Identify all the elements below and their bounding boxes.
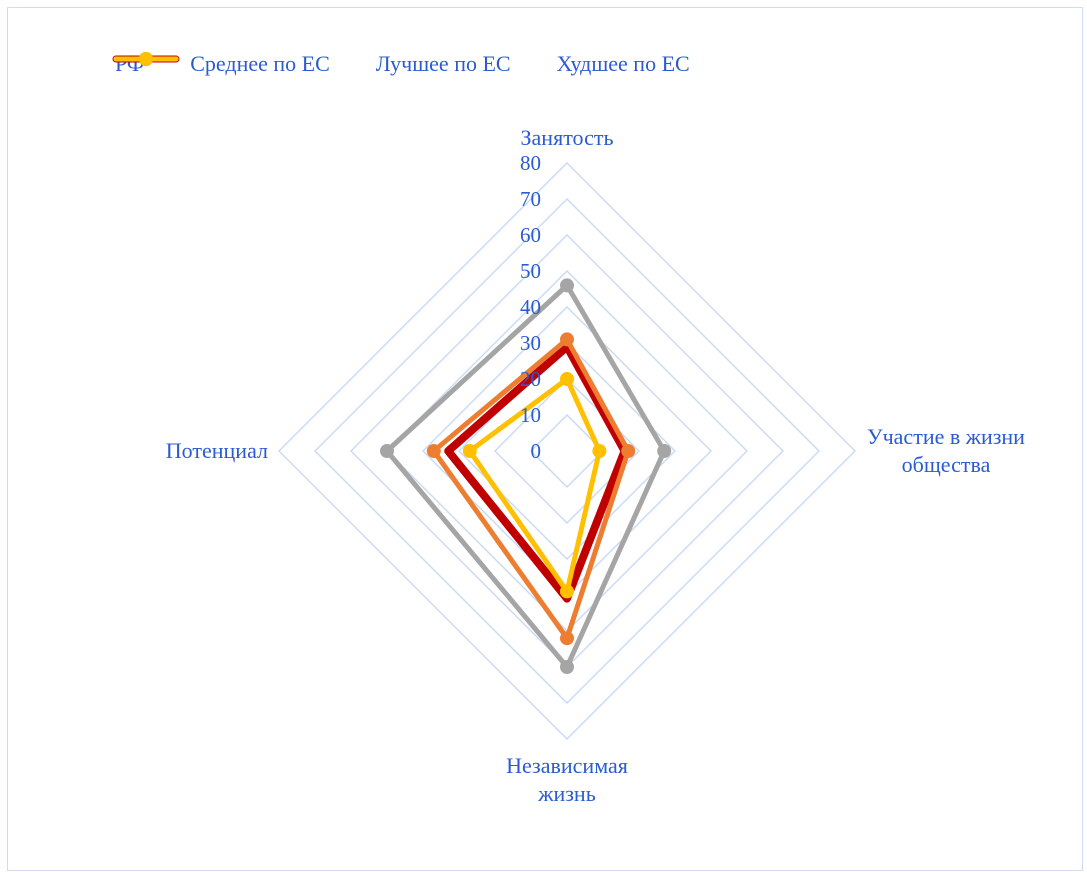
chart-legend: РФ Среднее по ЕС Лучшее по ЕС Худшее по … (112, 50, 690, 78)
category-label-3-line-0: Потенциал (166, 438, 268, 463)
grid-ring-80 (278, 162, 856, 740)
radial-tick-label-40: 40 (520, 295, 541, 319)
grid-ring-10 (530, 414, 604, 488)
category-label-2: Независимая жизнь (506, 753, 628, 806)
radial-tick-label-20: 20 (520, 367, 541, 391)
series-2-point-3 (380, 444, 394, 458)
radial-tick-label-50: 50 (520, 259, 541, 283)
series-3-point-1 (592, 444, 607, 458)
radial-tick-label-60: 60 (520, 223, 541, 247)
series-line-0 (444, 342, 629, 603)
category-label-2-line-1: жизнь (537, 781, 595, 806)
series-2-point-1 (657, 444, 672, 458)
category-label-1-line-0: Участие в жизни (867, 424, 1025, 449)
category-label-3: Потенциал (166, 438, 268, 463)
category-label-0-line-0: Занятость (521, 125, 614, 150)
legend-marker-eu-worst (139, 52, 153, 66)
series-1-point-2 (560, 631, 574, 646)
grid-ring-20 (494, 378, 640, 524)
legend-label-eu-best: Лучшее по ЕС (375, 51, 511, 76)
series-1-point-1 (621, 444, 636, 458)
radar-grid (278, 162, 856, 740)
series-3-point-3 (462, 444, 477, 458)
series-2-point-2 (560, 660, 574, 674)
category-label-0: Занятость (521, 125, 614, 150)
series-1-point-3 (426, 444, 441, 458)
radial-tick-label-80: 80 (520, 151, 541, 175)
radar-series (380, 278, 672, 674)
radial-tick-label-10: 10 (520, 403, 541, 427)
series-2-point-0 (560, 278, 574, 293)
category-label-2-line-0: Независимая (506, 753, 628, 778)
legend-label-eu-average: Среднее по ЕС (190, 51, 330, 76)
radial-tick-label-0: 0 (531, 439, 542, 463)
grid-ring-70 (314, 198, 820, 704)
category-label-1-line-1: общества (902, 452, 991, 477)
radial-tick-label-30: 30 (520, 331, 541, 355)
chart-frame (7, 7, 1083, 871)
legend-label-eu-worst: Худшее по ЕС (556, 51, 690, 76)
series-1-point-0 (560, 332, 574, 347)
radial-tick-label-70: 70 (520, 187, 541, 211)
legend-swatch-eu-worst (113, 52, 179, 66)
series-3-point-0 (560, 372, 574, 386)
series-3-point-2 (560, 584, 574, 599)
legend-label-rf: РФ (115, 51, 145, 76)
legend-item-eu-worst: Худшее по ЕС (113, 50, 690, 78)
category-label-1: Участие в жизни общества (867, 424, 1025, 477)
